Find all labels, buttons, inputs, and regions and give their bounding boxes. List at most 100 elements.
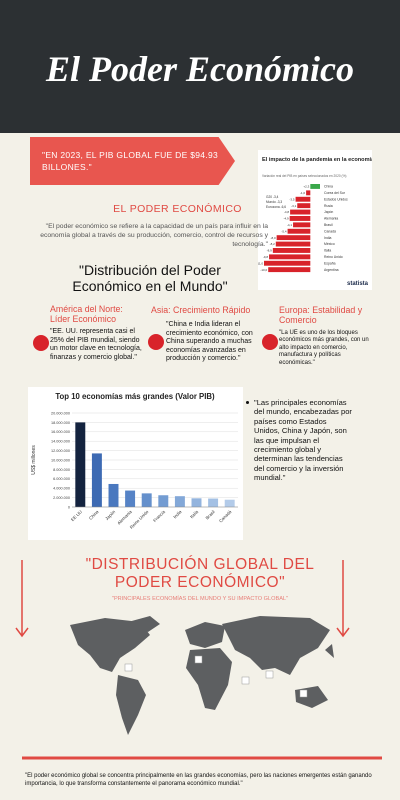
marker-dot bbox=[262, 334, 278, 350]
bar bbox=[191, 498, 202, 507]
category-label: India bbox=[324, 236, 331, 240]
annotation: G20 -3,4 bbox=[266, 195, 279, 199]
x-tick-label: EE UU bbox=[70, 509, 83, 522]
y-tick-label: 8.000.000 bbox=[53, 468, 70, 472]
value-label: -8,9 bbox=[267, 249, 273, 253]
bar bbox=[289, 216, 311, 221]
y-tick-label: 6.000.000 bbox=[53, 477, 70, 481]
category-label: Italia bbox=[324, 249, 331, 253]
bar bbox=[75, 422, 86, 507]
top10-chart: Top 10 economías más grandes (Valor PIB)… bbox=[28, 387, 243, 540]
category-label: Japón bbox=[324, 210, 333, 214]
bar bbox=[264, 260, 311, 266]
y-tick-label: 4.000.000 bbox=[53, 487, 70, 491]
bar bbox=[287, 228, 311, 234]
annotation: Mundo -3,3 bbox=[266, 200, 282, 204]
chart-title: Top 10 economías más grandes (Valor PIB) bbox=[55, 392, 215, 401]
y-tick-label: 14.000.000 bbox=[51, 440, 70, 444]
paragraph: "El poder económico se refiere a la capa… bbox=[40, 223, 268, 248]
arrow bbox=[15, 560, 29, 638]
category-label: Rusia bbox=[324, 204, 333, 208]
column-heading: Europa: Estabilidad y Comercio bbox=[279, 305, 363, 325]
bar bbox=[108, 483, 119, 507]
bullet-text: "Las principales economías del mundo, en… bbox=[254, 398, 352, 483]
value-label: -8,2 bbox=[270, 242, 276, 246]
bar bbox=[268, 267, 311, 273]
marker-dot bbox=[33, 335, 49, 351]
value-label: +2,3 bbox=[303, 185, 309, 189]
map-marker bbox=[194, 655, 203, 664]
annotation: Eurozona -6,6 bbox=[266, 205, 286, 209]
x-tick-label: Canadá bbox=[218, 509, 233, 524]
column-heading: América del Norte: Líder Económico bbox=[50, 304, 123, 324]
section-title: "Distribución del Poder Económico en el … bbox=[72, 262, 228, 294]
bar bbox=[290, 209, 311, 215]
category-label: España bbox=[324, 261, 336, 265]
y-tick-label: 12.000.000 bbox=[51, 449, 70, 453]
bar bbox=[141, 493, 152, 507]
bar bbox=[224, 499, 235, 507]
bar bbox=[276, 235, 311, 241]
category-label: Brasil bbox=[324, 223, 333, 227]
map-marker bbox=[299, 689, 308, 698]
column-text: "China e India lideran el crecimiento ec… bbox=[166, 321, 253, 363]
value-label: -4,9 bbox=[284, 217, 290, 221]
x-tick-label: China bbox=[88, 509, 100, 521]
x-tick-label: Francia bbox=[152, 509, 166, 523]
bar bbox=[269, 254, 311, 260]
y-tick-label: 10.000.000 bbox=[51, 458, 70, 462]
y-tick-label: 18.000.000 bbox=[51, 421, 70, 425]
world-map bbox=[70, 616, 334, 735]
y-tick-label: 16.000.000 bbox=[51, 430, 70, 434]
marker-dot bbox=[148, 334, 164, 350]
bar bbox=[293, 222, 311, 228]
section-subtitle: "PRINCIPALES ECONOMÍAS DEL MUNDO Y SU IM… bbox=[111, 596, 289, 602]
bar bbox=[297, 203, 311, 209]
bar bbox=[310, 184, 320, 189]
category-label: Alemania bbox=[324, 217, 338, 221]
bar bbox=[158, 495, 169, 507]
arrow bbox=[336, 560, 350, 638]
category-label: México bbox=[324, 242, 335, 246]
section-heading: EL PODER ECONÓMICO bbox=[113, 203, 242, 215]
bar bbox=[306, 190, 311, 196]
chart-title: El impacto de la pandemia en la economía… bbox=[262, 157, 372, 163]
value-label: -9,8 bbox=[263, 255, 269, 259]
bar bbox=[125, 490, 136, 507]
x-tick-label: India bbox=[172, 509, 183, 520]
bar bbox=[174, 496, 185, 507]
value-label: -10,0 bbox=[260, 268, 267, 272]
map-marker bbox=[265, 670, 274, 679]
x-tick-label: Italia bbox=[189, 509, 199, 519]
category-label: Argentina bbox=[324, 268, 339, 272]
y-tick-label: 0 bbox=[68, 505, 70, 509]
banner-text: "EN 2023, EL PIB GLOBAL FUE DE $94.93 BI… bbox=[42, 150, 219, 172]
map-decoration bbox=[15, 560, 382, 760]
page-title: El Poder Económico bbox=[46, 49, 354, 89]
value-label: -3,1 bbox=[291, 204, 297, 208]
category-label: China bbox=[324, 185, 333, 189]
y-axis-label: US$ millones bbox=[31, 445, 37, 475]
section-title: "DISTRIBUCIÓN GLOBAL DEL PODER ECONÓMICO… bbox=[85, 556, 315, 591]
value-label: -4,8 bbox=[284, 210, 290, 214]
category-label: Canadá bbox=[324, 229, 336, 233]
bar bbox=[91, 453, 102, 507]
value-label: -8,0 bbox=[270, 236, 276, 240]
banner bbox=[30, 137, 235, 185]
y-tick-label: 2.000.000 bbox=[53, 496, 70, 500]
map-marker bbox=[241, 676, 250, 685]
bar bbox=[275, 241, 311, 247]
source: statista bbox=[347, 281, 369, 287]
map-marker bbox=[124, 663, 133, 672]
value-label: -3,5 bbox=[289, 197, 295, 201]
bar bbox=[295, 196, 311, 202]
column-text: "EE. UU. representa casi el 25% del PIB … bbox=[50, 328, 142, 361]
bar bbox=[272, 248, 311, 253]
header bbox=[0, 0, 400, 133]
x-tick-label: Brasil bbox=[205, 509, 216, 520]
column-text: "La UE es uno de los bloques económicos … bbox=[279, 330, 369, 366]
value-label: -5,4 bbox=[281, 229, 287, 233]
pandemic-chart: El impacto de la pandemia en la economía… bbox=[258, 150, 372, 290]
value-label: -1,0 bbox=[300, 191, 306, 195]
